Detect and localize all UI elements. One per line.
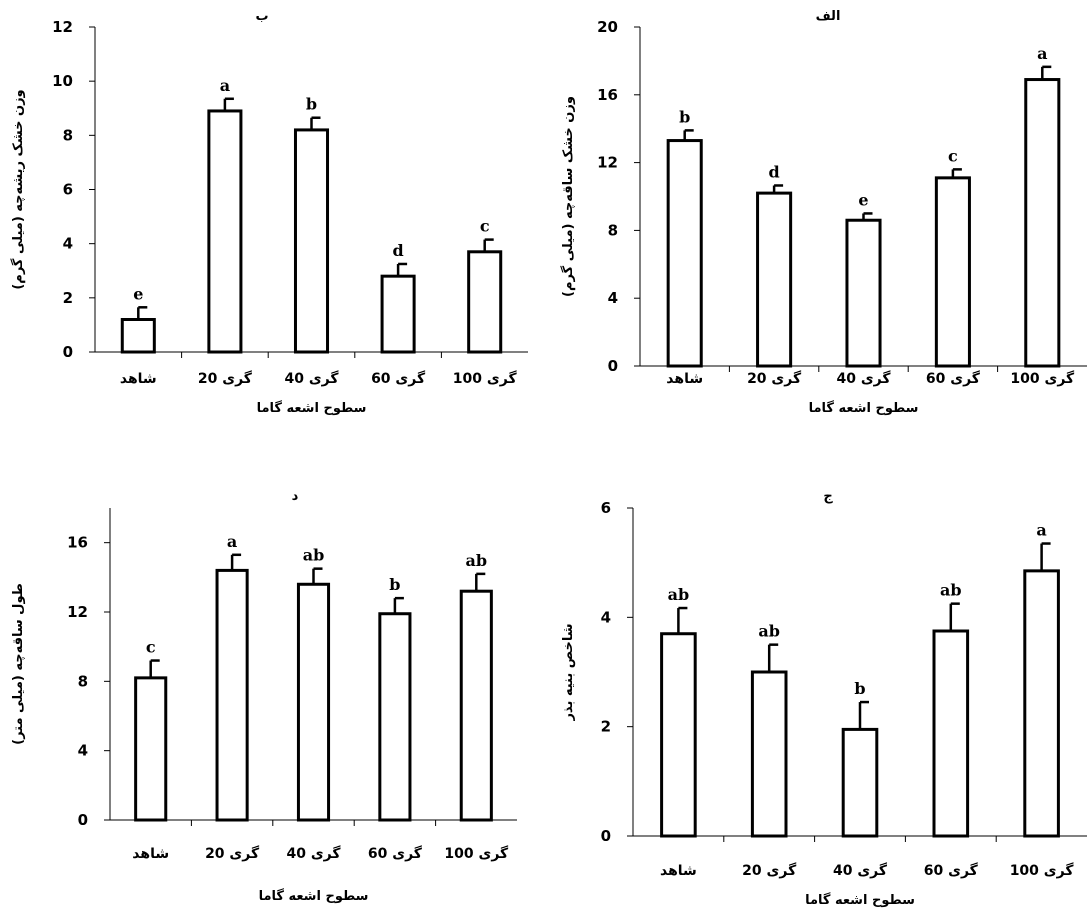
category-label: شاهد	[132, 846, 169, 862]
category-label: 100 گری	[444, 845, 509, 862]
y-axis-title: شاخص بنیه بذر	[561, 623, 576, 721]
bar	[660, 632, 697, 838]
bar	[467, 250, 503, 354]
y-axis-title: طول ساقه‌چه (میلی متر)	[11, 583, 26, 745]
significance-label: d	[769, 162, 780, 181]
category-label: 60 گری	[371, 370, 426, 387]
bar	[932, 629, 970, 838]
bar	[296, 582, 331, 822]
significance-label: a	[220, 76, 230, 95]
bar	[756, 191, 793, 368]
significance-label: c	[948, 146, 958, 165]
chart-panel-panel-jim: 0 2 4 6 ab شاهد ab 20 گری b 40 گری ab 60 گری a 100 گر…	[561, 489, 1087, 908]
significance-label: b	[389, 575, 400, 594]
y-tick-label: 20	[597, 18, 618, 36]
bar	[293, 128, 330, 354]
significance-label: a	[227, 532, 237, 551]
x-axis-title: سطوح اشعه گاما	[805, 892, 915, 908]
significance-label: ab	[303, 546, 325, 565]
y-tick-label: 0	[63, 343, 73, 361]
y-tick-label: 6	[63, 181, 73, 199]
bar	[666, 139, 703, 368]
bar	[750, 670, 788, 838]
significance-label: c	[480, 217, 490, 236]
y-tick-label: 0	[608, 357, 618, 375]
panel-title: ب	[255, 9, 268, 24]
y-tick-label: 12	[67, 603, 88, 621]
significance-label: e	[858, 190, 868, 209]
category-label: 60 گری	[926, 370, 981, 387]
y-tick-label: 4	[63, 235, 73, 253]
chart-panel-panel-alef: 0 4 8 12 16 20 b شاهد d 20 گری e 40 گری c 60 گری a 100 …	[560, 9, 1087, 416]
category-label: 40 گری	[286, 845, 341, 862]
category-label: 100 گری	[453, 370, 518, 387]
y-tick-label: 4	[608, 289, 618, 307]
significance-label: b	[854, 679, 865, 698]
bar	[1023, 569, 1060, 838]
bar	[134, 676, 168, 822]
category-label: 40 گری	[836, 370, 891, 387]
x-axis-title: سطوح اشعه گاما	[259, 888, 369, 904]
category-label: 20 گری	[742, 862, 797, 879]
y-tick-label: 16	[597, 86, 618, 104]
bar	[841, 727, 879, 838]
y-tick-label: 8	[608, 221, 618, 239]
y-tick-label: 8	[78, 672, 88, 690]
category-label: 20 گری	[747, 370, 802, 387]
category-label: 20 گری	[205, 845, 260, 862]
significance-label: b	[679, 107, 690, 126]
chart-panel-panel-b: 0 2 4 6 8 10 12 e شاهد a 20 گری b 40 گری d 60 گری c 100 …	[10, 9, 528, 416]
y-tick-label: 2	[601, 718, 611, 736]
bar	[459, 589, 493, 822]
bar	[378, 612, 412, 822]
significance-label: b	[306, 95, 317, 114]
significance-label: ab	[668, 585, 690, 604]
significance-label: ab	[758, 622, 780, 641]
y-tick-label: 0	[601, 827, 611, 845]
bar	[845, 218, 882, 368]
significance-label: ab	[466, 551, 488, 570]
y-tick-label: 4	[78, 742, 88, 760]
significance-label: ab	[940, 581, 962, 600]
bar	[120, 318, 156, 354]
x-axis-title: سطوح اشعه گاما	[257, 400, 367, 416]
y-tick-label: 16	[67, 534, 88, 552]
significance-label: c	[146, 638, 156, 657]
y-tick-label: 0	[78, 811, 88, 829]
bar	[207, 109, 243, 354]
category-label: 20 گری	[198, 370, 253, 387]
bar	[934, 176, 971, 368]
category-label: شاهد	[666, 371, 703, 387]
panel-title: الف	[816, 9, 841, 24]
category-label: 40 گری	[833, 862, 888, 879]
y-tick-label: 12	[597, 154, 618, 172]
bar	[1024, 78, 1061, 368]
panel-title: د	[292, 489, 299, 504]
x-axis-title: سطوح اشعه گاما	[809, 400, 919, 416]
category-label: شاهد	[120, 371, 157, 387]
y-tick-label: 12	[52, 18, 73, 36]
y-tick-label: 6	[601, 499, 611, 517]
y-tick-label: 8	[63, 126, 73, 144]
y-tick-label: 4	[601, 608, 611, 626]
category-label: 60 گری	[368, 845, 423, 862]
significance-label: a	[1037, 44, 1047, 63]
y-axis-title: وزن خشک ریشه‌چه (میلی گرم)	[10, 89, 26, 289]
significance-label: a	[1036, 521, 1046, 540]
category-label: 60 گری	[924, 862, 979, 879]
y-tick-label: 10	[52, 72, 73, 90]
category-label: 100 گری	[1010, 862, 1075, 879]
panel-title: ج	[823, 489, 833, 504]
significance-label: d	[393, 241, 404, 260]
significance-label: e	[133, 284, 143, 303]
category-label: 100 گری	[1010, 370, 1075, 387]
y-axis-title: وزن خشک ساقه‌چه (میلی گرم)	[560, 96, 576, 297]
category-label: شاهد	[660, 863, 697, 879]
chart-panel-panel-dal: 0 4 8 12 16 c شاهد a 20 گری ab 40 گری b 60 گری ab 100 …	[11, 489, 517, 904]
bar	[215, 568, 249, 822]
bar	[380, 274, 416, 354]
y-tick-label: 2	[63, 289, 73, 307]
category-label: 40 گری	[284, 370, 339, 387]
